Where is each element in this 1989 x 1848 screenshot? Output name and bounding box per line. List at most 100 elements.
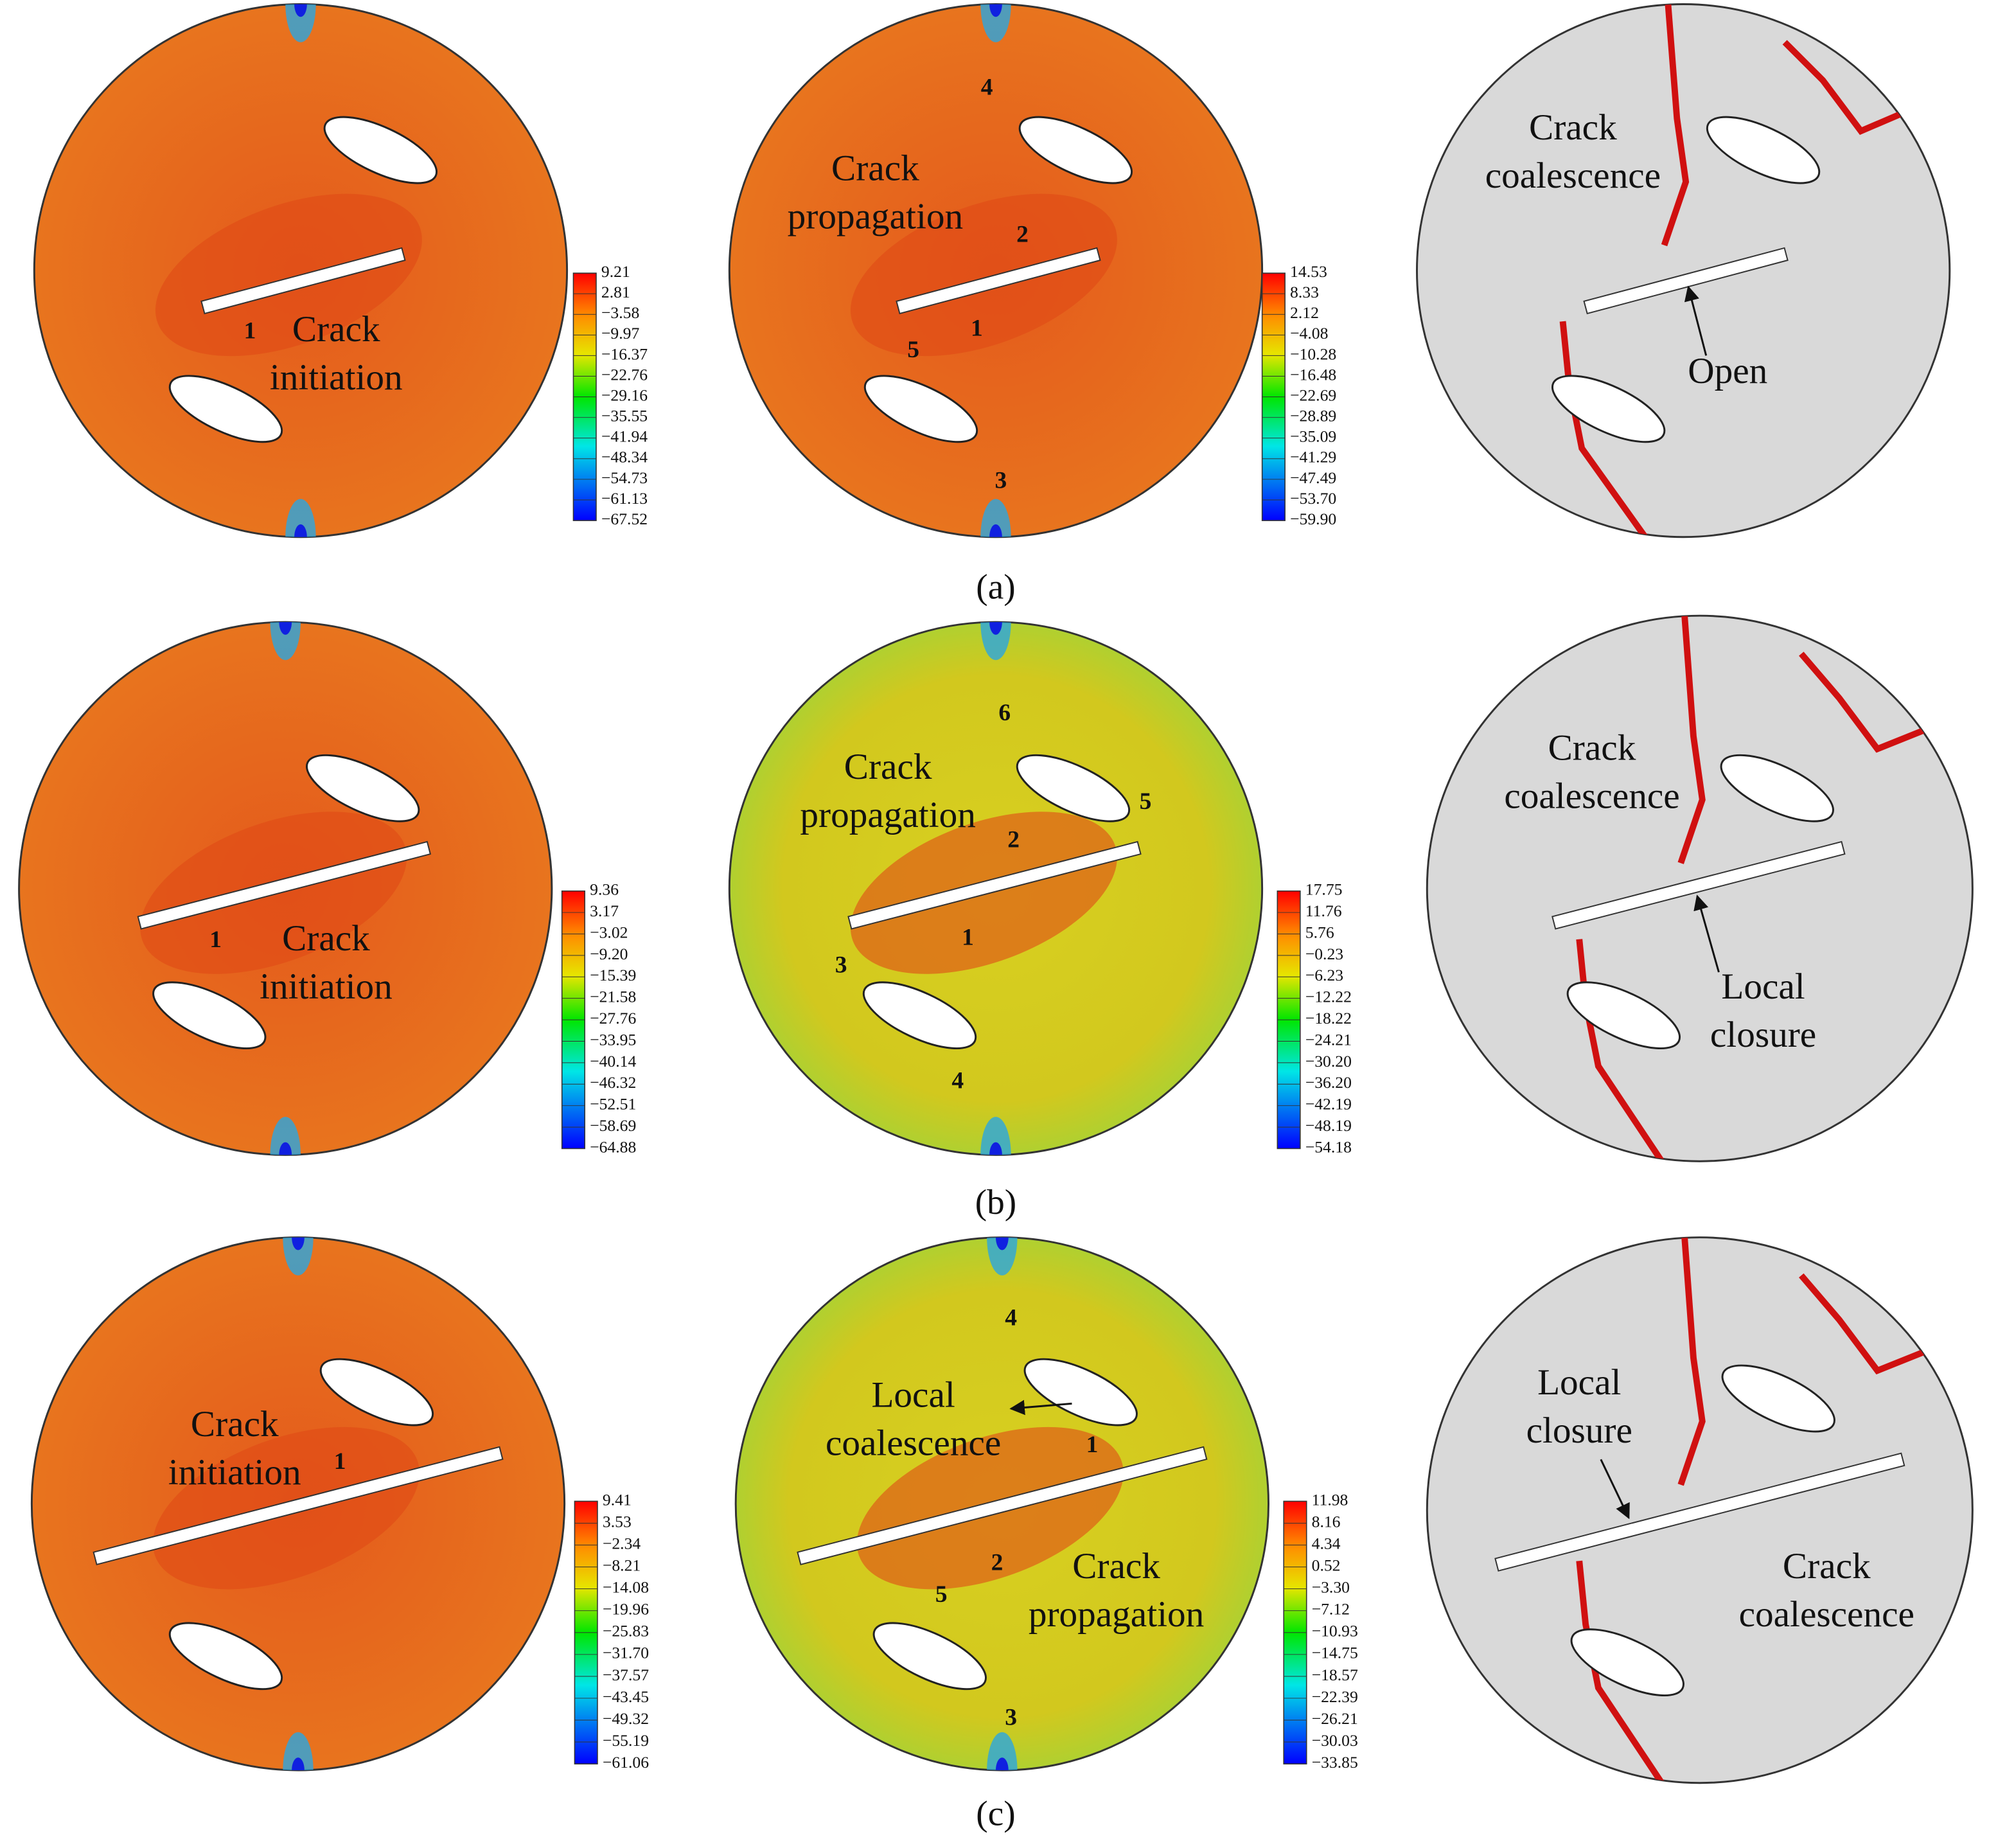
annotation: Local xyxy=(871,1375,955,1416)
annotation: Crack xyxy=(1548,728,1636,769)
annotation: Crack xyxy=(844,747,932,787)
colorbar-label: −30.20 xyxy=(1305,1052,1352,1071)
colorbar-label: 11.98 xyxy=(1312,1490,1348,1509)
colorbar-label: −12.22 xyxy=(1305,988,1352,1006)
colorbar-label: −35.55 xyxy=(601,407,648,425)
colorbar-label: −19.96 xyxy=(603,1600,649,1619)
colorbar-label: −9.97 xyxy=(601,324,640,342)
colorbar-label: −53.70 xyxy=(1290,489,1336,508)
compression-top-core xyxy=(989,4,1002,17)
compression-bottom xyxy=(980,499,1011,537)
pre-existing-flaw xyxy=(896,247,1101,315)
colorbar-label: 3.53 xyxy=(603,1512,632,1531)
annotation: Crack xyxy=(191,1404,279,1444)
colorbar-label: −42.19 xyxy=(1305,1095,1352,1114)
colorbar-label: −49.32 xyxy=(603,1709,649,1728)
colorbar-label: −37.57 xyxy=(603,1666,649,1684)
crack-number: 3 xyxy=(1005,1705,1017,1731)
annotation: initiation xyxy=(270,357,403,398)
arrow xyxy=(1009,1399,1072,1416)
colorbar-label: −48.19 xyxy=(1305,1116,1352,1135)
compression-top xyxy=(980,4,1011,42)
colorbar-label: 4.34 xyxy=(1312,1534,1341,1552)
crack-number: 3 xyxy=(835,952,847,979)
compression-bottom-core xyxy=(995,1757,1009,1770)
crack-number: 4 xyxy=(1005,1305,1017,1331)
annotation: Crack xyxy=(1072,1546,1160,1586)
compression-top xyxy=(283,1237,314,1275)
colorbar-label: 9.21 xyxy=(601,262,630,281)
colorbar-label: −16.37 xyxy=(601,344,648,363)
colorbar-label: −14.75 xyxy=(1312,1644,1358,1662)
crack-number: 4 xyxy=(951,1067,964,1094)
arrow xyxy=(1684,285,1708,356)
colorbar-label: 8.33 xyxy=(1290,283,1319,301)
contour xyxy=(850,4,1117,537)
colorbar-label: −3.30 xyxy=(1312,1578,1350,1597)
lower-hole xyxy=(1566,981,1681,1050)
colorbar-label: −54.18 xyxy=(1305,1137,1352,1156)
colorbar-label: −43.45 xyxy=(603,1687,649,1706)
colorbar-label: −2.34 xyxy=(603,1534,641,1552)
upper-hole xyxy=(1721,1364,1835,1433)
compression-top-core xyxy=(292,1237,305,1250)
crack-number: 2 xyxy=(1007,826,1020,853)
colorbar-label: −21.58 xyxy=(590,988,636,1006)
compression-bottom xyxy=(283,1732,314,1770)
crack-number: 5 xyxy=(907,337,919,363)
annotation: propagation xyxy=(800,795,975,835)
colorbar-label: −58.69 xyxy=(590,1116,636,1135)
colorbar-label: −59.90 xyxy=(1290,510,1336,528)
lower-hole xyxy=(1570,1628,1684,1697)
crack-number: 2 xyxy=(1016,221,1029,247)
colorbar-label: −27.76 xyxy=(590,1009,636,1027)
colorbar-label: −7.12 xyxy=(1312,1600,1350,1619)
colorbar-label: −61.06 xyxy=(603,1753,649,1772)
pre-existing-flaw xyxy=(797,1446,1208,1566)
crack-number: 4 xyxy=(981,74,993,100)
colorbar-label: −26.21 xyxy=(1312,1709,1358,1728)
annotation: coalescence xyxy=(1485,155,1661,196)
crack-number: 1 xyxy=(244,317,256,344)
compression-bottom xyxy=(980,1117,1011,1155)
colorbar-label: −18.22 xyxy=(1305,1009,1352,1027)
caption: (c) xyxy=(976,1794,1015,1833)
pre-existing-flaw xyxy=(93,1446,504,1566)
colorbar-label: 8.16 xyxy=(1312,1512,1341,1531)
annotation: coalescence xyxy=(1739,1594,1914,1635)
compression-top xyxy=(980,622,1011,661)
compression-top xyxy=(285,4,316,42)
colorbar-label: 11.76 xyxy=(1305,902,1342,920)
annotation: initiation xyxy=(168,1452,301,1493)
high-stress-zone xyxy=(850,193,1117,357)
colorbar-label: −8.21 xyxy=(603,1556,641,1574)
compression-top xyxy=(270,622,301,661)
arrow xyxy=(1693,894,1720,973)
upper-hole xyxy=(1016,754,1131,822)
colorbar-label: 14.53 xyxy=(1290,262,1327,281)
pre-existing-flaw xyxy=(1494,1452,1905,1572)
annotation: Crack xyxy=(1529,107,1617,148)
colorbar-label: −16.48 xyxy=(1290,365,1336,384)
colorbar-label: −33.85 xyxy=(1312,1753,1358,1772)
high-stress-zone xyxy=(155,193,422,357)
colorbar-label: −33.95 xyxy=(590,1030,636,1049)
colorbar-label: −40.14 xyxy=(590,1052,636,1071)
colorbar-label: −29.16 xyxy=(601,386,648,404)
colorbar-label: −10.93 xyxy=(1312,1622,1358,1640)
pre-existing-flaw xyxy=(137,840,432,930)
compression-top-core xyxy=(995,1237,1009,1250)
colorbar-label: −25.83 xyxy=(603,1622,649,1640)
compression-bottom-core xyxy=(279,1142,292,1155)
specimen xyxy=(1416,3,1951,538)
lower-hole xyxy=(1551,375,1666,443)
colorbar-label: −55.19 xyxy=(603,1731,649,1750)
colorbar-label: 2.81 xyxy=(601,283,630,301)
colorbar-label: −3.02 xyxy=(590,923,628,941)
annotation: coalescence xyxy=(1504,776,1679,817)
compression-top xyxy=(987,1237,1018,1275)
crack-number: 1 xyxy=(334,1448,346,1475)
annotation: Local xyxy=(1537,1362,1621,1403)
annotation: propagation xyxy=(1029,1594,1204,1635)
colorbar-label: −64.88 xyxy=(590,1137,636,1156)
